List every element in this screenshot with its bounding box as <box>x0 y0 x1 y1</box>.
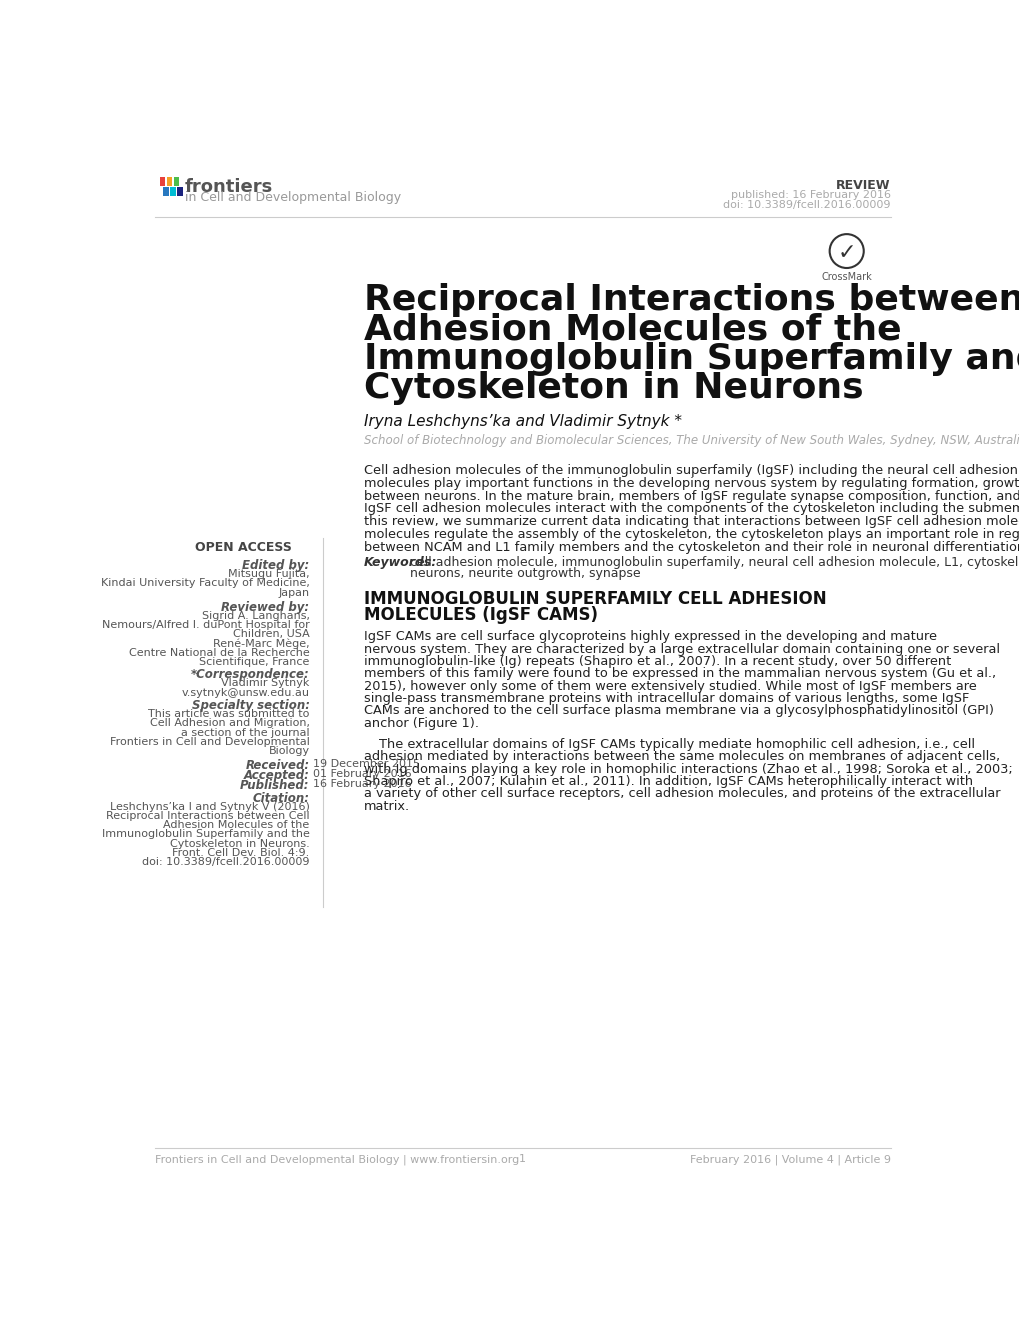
Text: Cytoskeleton in Neurons.: Cytoskeleton in Neurons. <box>170 838 310 849</box>
Text: Accepted:: Accepted: <box>244 769 310 782</box>
Text: between neurons. In the mature brain, members of IgSF regulate synapse compositi: between neurons. In the mature brain, me… <box>364 490 1019 503</box>
Text: single-pass transmembrane proteins with intracellular domains of various lengths: single-pass transmembrane proteins with … <box>364 692 968 705</box>
Text: anchor (Figure 1).: anchor (Figure 1). <box>364 717 478 729</box>
Text: Shapiro et al., 2007; Kulahin et al., 2011). In addition, IgSF CAMs heterophilic: Shapiro et al., 2007; Kulahin et al., 20… <box>364 776 972 788</box>
Text: Keywords:: Keywords: <box>364 557 437 569</box>
Text: OPEN ACCESS: OPEN ACCESS <box>195 542 291 554</box>
Text: doi: 10.3389/fcell.2016.00009: doi: 10.3389/fcell.2016.00009 <box>142 857 310 866</box>
Text: a variety of other cell surface receptors, cell adhesion molecules, and proteins: a variety of other cell surface receptor… <box>364 788 1000 801</box>
Text: REVIEW: REVIEW <box>836 179 890 192</box>
Text: nervous system. They are characterized by a large extracellular domain containin: nervous system. They are characterized b… <box>364 642 999 655</box>
Text: CrossMark: CrossMark <box>820 272 871 282</box>
Text: MOLECULES (IgSF CAMS): MOLECULES (IgSF CAMS) <box>364 606 597 623</box>
Text: 19 December 2015: 19 December 2015 <box>313 760 419 769</box>
Text: Nemours/Alfred I. duPont Hospital for: Nemours/Alfred I. duPont Hospital for <box>102 619 310 630</box>
Text: Cytoskeleton in Neurons: Cytoskeleton in Neurons <box>364 371 863 406</box>
Text: members of this family were found to be expressed in the mammalian nervous syste: members of this family were found to be … <box>364 668 995 681</box>
Text: Front. Cell Dev. Biol. 4:9.: Front. Cell Dev. Biol. 4:9. <box>172 848 310 858</box>
Text: this review, we summarize current data indicating that interactions between IgSF: this review, we summarize current data i… <box>364 515 1019 529</box>
Text: IMMUNOGLOBULIN SUPERFAMILY CELL ADHESION: IMMUNOGLOBULIN SUPERFAMILY CELL ADHESION <box>364 590 825 609</box>
Text: neurons, neurite outgrowth, synapse: neurons, neurite outgrowth, synapse <box>410 567 640 581</box>
Text: IgSF CAMs are cell surface glycoproteins highly expressed in the developing and : IgSF CAMs are cell surface glycoproteins… <box>364 630 936 643</box>
Text: with Ig domains playing a key role in homophilic interactions (Zhao et al., 1998: with Ig domains playing a key role in ho… <box>364 762 1012 776</box>
Text: Reciprocal Interactions between Cell: Reciprocal Interactions between Cell <box>364 283 1019 318</box>
Text: Japan: Japan <box>278 587 310 598</box>
Text: Immunoglobulin Superfamily and the: Immunoglobulin Superfamily and the <box>364 342 1019 376</box>
Text: Adhesion Molecules of the: Adhesion Molecules of the <box>364 312 901 347</box>
Text: molecules regulate the assembly of the cytoskeleton, the cytoskeleton plays an i: molecules regulate the assembly of the c… <box>364 527 1019 541</box>
Text: ✓: ✓ <box>837 243 855 263</box>
Text: 2015), however only some of them were extensively studied. While most of IgSF me: 2015), however only some of them were ex… <box>364 680 975 693</box>
Text: Citation:: Citation: <box>253 792 310 805</box>
Text: Biology: Biology <box>268 746 310 756</box>
Text: This article was submitted to: This article was submitted to <box>148 709 310 720</box>
Bar <box>163 187 168 196</box>
Text: Sigrid A. Langhans,: Sigrid A. Langhans, <box>202 610 310 621</box>
Text: Reciprocal Interactions between Cell: Reciprocal Interactions between Cell <box>106 810 310 821</box>
Bar <box>174 178 179 187</box>
Text: immunoglobulin-like (Ig) repeats (Shapiro et al., 2007). In a recent study, over: immunoglobulin-like (Ig) repeats (Shapir… <box>364 655 950 668</box>
Text: Frontiers in Cell and Developmental Biology | www.frontiersin.org: Frontiers in Cell and Developmental Biol… <box>155 1155 519 1164</box>
Bar <box>160 178 165 187</box>
Text: a section of the journal: a section of the journal <box>180 728 310 738</box>
Text: IgSF cell adhesion molecules interact with the components of the cytoskeleton in: IgSF cell adhesion molecules interact wi… <box>364 502 1019 515</box>
Text: *Correspondence:: *Correspondence: <box>191 669 310 681</box>
Bar <box>170 187 175 196</box>
Text: Cell Adhesion and Migration,: Cell Adhesion and Migration, <box>150 718 310 729</box>
Text: v.sytnyk@unsw.edu.au: v.sytnyk@unsw.edu.au <box>181 688 310 698</box>
Text: Vladimir Sytnyk: Vladimir Sytnyk <box>221 678 310 689</box>
Text: CAMs are anchored to the cell surface plasma membrane via a glycosylphosphatidyl: CAMs are anchored to the cell surface pl… <box>364 704 993 717</box>
Text: Mitsugu Fujita,: Mitsugu Fujita, <box>228 569 310 579</box>
Text: Cell adhesion molecules of the immunoglobulin superfamily (IgSF) including the n: Cell adhesion molecules of the immunoglo… <box>364 465 1019 478</box>
Text: 1: 1 <box>519 1155 526 1164</box>
Text: molecules play important functions in the developing nervous system by regulatin: molecules play important functions in th… <box>364 477 1019 490</box>
Text: published: 16 February 2016: published: 16 February 2016 <box>731 190 890 200</box>
Text: 01 February 2016: 01 February 2016 <box>313 769 411 780</box>
Text: matrix.: matrix. <box>364 800 410 813</box>
Text: Adhesion Molecules of the: Adhesion Molecules of the <box>163 820 310 830</box>
Text: Frontiers in Cell and Developmental: Frontiers in Cell and Developmental <box>110 737 310 746</box>
Text: February 2016 | Volume 4 | Article 9: February 2016 | Volume 4 | Article 9 <box>689 1155 890 1164</box>
Text: adhesion mediated by interactions between the same molecules on membranes of adj: adhesion mediated by interactions betwee… <box>364 750 999 764</box>
Text: Specialty section:: Specialty section: <box>192 700 310 712</box>
Bar <box>167 178 172 187</box>
Text: Leshchyns’ka I and Sytnyk V (2016): Leshchyns’ka I and Sytnyk V (2016) <box>110 801 310 812</box>
Text: Edited by:: Edited by: <box>243 559 310 573</box>
Text: Scientifique, France: Scientifique, France <box>199 657 310 668</box>
Text: Published:: Published: <box>239 780 310 792</box>
Text: in Cell and Developmental Biology: in Cell and Developmental Biology <box>184 191 400 204</box>
Text: René-Marc Mège,: René-Marc Mège, <box>213 638 310 649</box>
Text: doi: 10.3389/fcell.2016.00009: doi: 10.3389/fcell.2016.00009 <box>722 200 890 210</box>
Text: 16 February 2016: 16 February 2016 <box>313 780 411 789</box>
Text: The extracellular domains of IgSF CAMs typically mediate homophilic cell adhesio: The extracellular domains of IgSF CAMs t… <box>379 738 974 752</box>
Text: frontiers: frontiers <box>184 178 273 196</box>
Text: between NCAM and L1 family members and the cytoskeleton and their role in neuron: between NCAM and L1 family members and t… <box>364 541 1019 554</box>
Bar <box>177 187 182 196</box>
Text: Iryna Leshchyns’ka and Vladimir Sytnyk *: Iryna Leshchyns’ka and Vladimir Sytnyk * <box>364 414 682 430</box>
Text: Received:: Received: <box>246 760 310 772</box>
Text: Reviewed by:: Reviewed by: <box>221 601 310 614</box>
Text: cell adhesion molecule, immunoglobulin superfamily, neural cell adhesion molecul: cell adhesion molecule, immunoglobulin s… <box>410 557 1019 569</box>
Text: Children, USA: Children, USA <box>232 629 310 639</box>
Text: School of Biotechnology and Biomolecular Sciences, The University of New South W: School of Biotechnology and Biomolecular… <box>364 434 1019 447</box>
Text: Centre National de la Recherche: Centre National de la Recherche <box>128 647 310 658</box>
Text: Kindai University Faculty of Medicine,: Kindai University Faculty of Medicine, <box>101 578 310 589</box>
Text: Immunoglobulin Superfamily and the: Immunoglobulin Superfamily and the <box>102 829 310 840</box>
